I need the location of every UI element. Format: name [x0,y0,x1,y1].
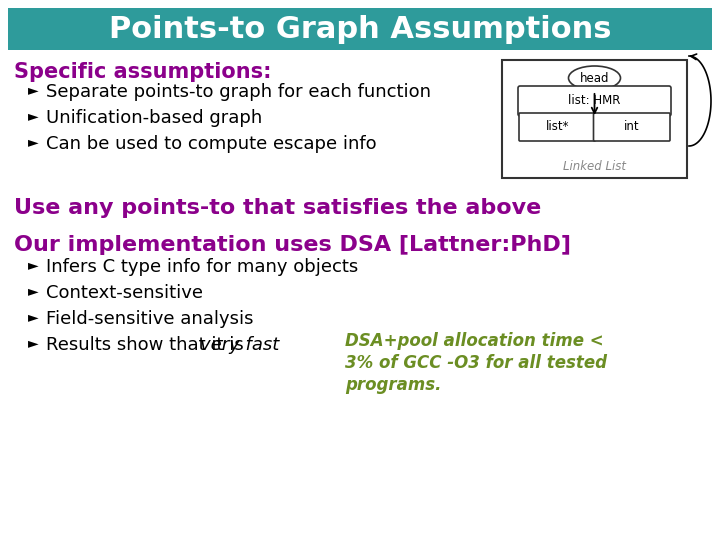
FancyBboxPatch shape [518,86,671,116]
Text: ►: ► [28,310,39,324]
Text: Results show that it is: Results show that it is [46,336,250,354]
Text: Can be used to compute escape info: Can be used to compute escape info [46,135,377,153]
Text: Specific assumptions:: Specific assumptions: [14,62,271,82]
Text: 3% of GCC -O3 for all tested: 3% of GCC -O3 for all tested [345,354,607,372]
FancyBboxPatch shape [519,113,595,141]
FancyBboxPatch shape [593,113,670,141]
FancyBboxPatch shape [502,60,687,178]
Text: ►: ► [28,135,39,149]
Text: list*: list* [546,120,569,133]
Text: Infers C type info for many objects: Infers C type info for many objects [46,258,359,276]
Text: Context-sensitive: Context-sensitive [46,284,203,302]
Text: Our implementation uses DSA [Lattner:PhD]: Our implementation uses DSA [Lattner:PhD… [14,235,571,255]
FancyBboxPatch shape [8,8,712,50]
Text: Field-sensitive analysis: Field-sensitive analysis [46,310,253,328]
Text: Linked List: Linked List [563,159,626,172]
Text: Separate points-to graph for each function: Separate points-to graph for each functi… [46,83,431,101]
Text: head: head [580,71,609,84]
Ellipse shape [569,66,621,90]
Text: very fast: very fast [199,336,279,354]
Text: ►: ► [28,284,39,298]
Text: list: HMR: list: HMR [568,94,621,107]
Text: programs.: programs. [345,376,441,394]
Text: Points-to Graph Assumptions: Points-to Graph Assumptions [109,15,611,44]
Text: ►: ► [28,336,39,350]
Text: DSA+pool allocation time <: DSA+pool allocation time < [345,332,603,350]
Text: Use any points-to that satisfies the above: Use any points-to that satisfies the abo… [14,198,541,218]
Text: int: int [624,120,639,133]
Text: ►: ► [28,83,39,97]
Text: ►: ► [28,109,39,123]
Text: Unification-based graph: Unification-based graph [46,109,262,127]
Text: ►: ► [28,258,39,272]
